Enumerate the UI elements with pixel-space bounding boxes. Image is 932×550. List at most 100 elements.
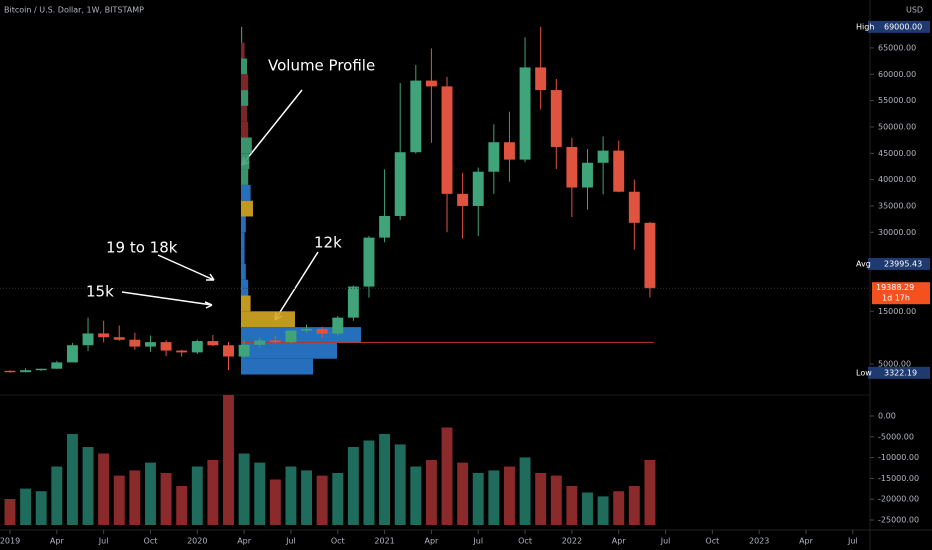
volume-bar	[4, 499, 16, 525]
candle-body	[20, 370, 32, 373]
candle-body	[425, 80, 437, 87]
x-tick-label: 2023	[749, 537, 769, 546]
volume-profile-bar	[240, 90, 249, 106]
candle-body	[4, 370, 16, 373]
x-tick-label: Apr	[799, 537, 814, 546]
candle-body	[176, 350, 188, 353]
volume-bar	[441, 427, 453, 525]
x-tick-label: 2020	[187, 537, 207, 546]
last-price-tag	[872, 282, 930, 305]
price-tag	[882, 366, 930, 379]
candle	[51, 360, 63, 369]
volume-profile-bar	[240, 26, 243, 43]
candle-body	[254, 340, 266, 345]
candle	[191, 339, 203, 354]
volume-profile-bar	[240, 279, 249, 296]
candle-body	[51, 362, 63, 369]
y2-tick-label: -15000.00	[878, 474, 919, 483]
candle-body	[129, 339, 141, 347]
volume-bar	[379, 434, 391, 525]
volume-profile-bar	[240, 358, 313, 375]
price-tag-label: 23995.43	[884, 259, 922, 268]
candle	[176, 349, 188, 357]
volume-bar	[566, 486, 578, 525]
volume-bar	[285, 466, 297, 525]
candle-body	[363, 237, 375, 287]
x-tick-label: 2019	[0, 537, 20, 546]
candle-body	[582, 162, 593, 188]
y-tick-label: 55000.00	[878, 96, 916, 105]
volume-bar	[644, 460, 656, 525]
price-tag-name: Low	[856, 368, 872, 377]
price-tag-label: 3322.19	[884, 368, 917, 377]
y2-tick-label: 0.00	[878, 412, 896, 421]
volume-bar	[66, 434, 78, 525]
volume-bar	[191, 466, 203, 525]
x-tick-label: Oct	[331, 537, 345, 546]
candle	[145, 335, 156, 352]
candle	[597, 136, 609, 195]
candle-body	[113, 337, 125, 340]
annotation: 19 to 18k	[106, 239, 178, 257]
candle	[66, 342, 78, 363]
volume-profile-bar	[240, 121, 249, 138]
volume-bar	[20, 488, 32, 525]
candle	[394, 82, 406, 221]
volume-bar	[113, 475, 125, 525]
y2-tick-label: -10000.00	[878, 453, 919, 462]
volume-bar	[129, 470, 141, 525]
volume-bar	[425, 460, 437, 525]
x-tick-label: Apr	[424, 537, 439, 546]
candle-body	[503, 142, 515, 160]
volume-bar	[223, 395, 234, 525]
x-tick-label: Jul	[285, 537, 296, 546]
arrow	[157, 254, 215, 281]
candle	[472, 167, 484, 236]
x-tick-label: Apr	[50, 537, 65, 546]
volume-bar	[488, 470, 500, 525]
candle	[441, 76, 453, 233]
candle-body	[269, 340, 281, 343]
volume-profile-bar	[240, 153, 250, 170]
volume-profile-bar	[240, 58, 247, 75]
volume-bar	[254, 462, 266, 525]
candle-body	[160, 342, 172, 351]
candle	[488, 124, 500, 194]
candle	[238, 340, 250, 358]
x-tick-label: Jul	[472, 537, 483, 546]
candle	[98, 320, 110, 343]
y-tick-label: 65000.00	[878, 43, 916, 52]
candle-body	[628, 191, 640, 223]
candle-body	[644, 222, 656, 289]
candle-body	[519, 67, 531, 160]
candle	[550, 79, 562, 170]
volume-bar	[347, 447, 359, 525]
volume-bar	[82, 447, 94, 525]
volume-bar	[98, 453, 110, 525]
y-tick-label: 45000.00	[878, 149, 916, 158]
candle	[347, 285, 359, 321]
x-tick-label: 2021	[374, 537, 394, 546]
currency-label: USD	[906, 6, 923, 15]
y-tick-label: 30000.00	[878, 228, 916, 237]
volume-bar	[472, 473, 484, 525]
volume-bar	[582, 492, 593, 525]
volume-bar	[535, 473, 547, 525]
candle	[269, 335, 281, 344]
volume-profile-bar	[240, 263, 246, 280]
volume-bar	[51, 466, 63, 525]
volume-bar	[363, 440, 375, 525]
volume-bar	[316, 475, 328, 525]
x-tick-label: Jul	[660, 537, 671, 546]
last-price-label: 19388.29	[876, 283, 914, 292]
candle-body	[535, 67, 547, 91]
volume-bar	[269, 479, 281, 525]
volume-bar	[410, 466, 422, 525]
x-tick-label: Oct	[705, 537, 719, 546]
candle-body	[394, 152, 406, 216]
candle	[254, 337, 266, 348]
candle-body	[488, 142, 500, 172]
candle-body	[597, 150, 609, 163]
candle-body	[457, 193, 469, 206]
